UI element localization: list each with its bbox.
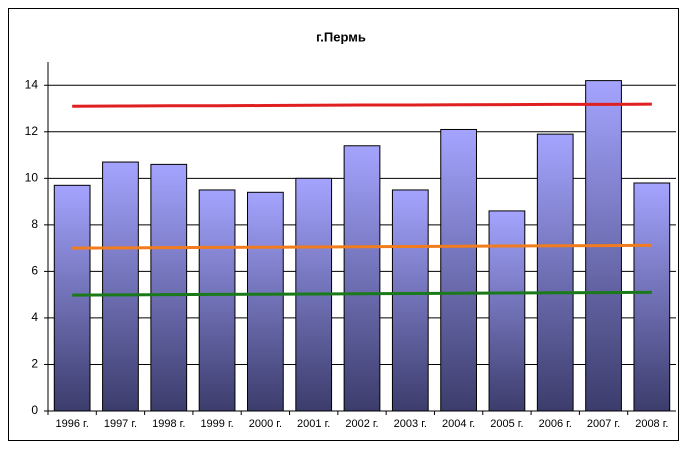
bar — [536, 133, 574, 412]
x-tick-label: 1997 г. — [104, 418, 137, 430]
bar — [198, 189, 236, 412]
bar — [343, 145, 381, 412]
bar — [150, 163, 188, 412]
reference-line — [72, 243, 652, 250]
y-tick-label: 6 — [31, 264, 38, 278]
x-tick-label: 2004 г. — [442, 418, 475, 430]
reference-line — [72, 290, 652, 297]
x-tick-label: 1998 г. — [152, 418, 185, 430]
y-tick-label: 8 — [31, 217, 38, 231]
x-tick-label: 2000 г. — [249, 418, 282, 430]
bar — [633, 182, 671, 412]
y-tick-label: 2 — [31, 357, 38, 371]
y-tick-label: 4 — [31, 310, 38, 324]
y-tick-label: 14 — [25, 77, 39, 91]
y-tick-label: 12 — [25, 124, 39, 138]
x-tick-label: 2007 г. — [587, 418, 620, 430]
x-tick-label: 2003 г. — [394, 418, 427, 430]
x-tick-label: 2008 г. — [635, 418, 668, 430]
reference-line — [72, 102, 652, 108]
bar — [440, 128, 477, 412]
x-tick-label: 2001 г. — [297, 418, 330, 430]
x-tick-label: 1996 г. — [56, 418, 89, 430]
bar — [391, 189, 429, 412]
x-tick-label: 1999 г. — [200, 418, 233, 430]
bar — [247, 191, 284, 412]
bar — [102, 161, 139, 412]
chart-title: г.Пермь — [316, 29, 366, 44]
x-tick-label: 2005 г. — [490, 418, 523, 430]
y-tick-label: 10 — [25, 171, 39, 185]
x-tick-label: 2002 г. — [345, 418, 378, 430]
x-tick-label: 2006 г. — [539, 418, 572, 430]
bar — [53, 184, 91, 412]
bar — [488, 210, 526, 412]
y-tick-label: 0 — [31, 403, 38, 417]
